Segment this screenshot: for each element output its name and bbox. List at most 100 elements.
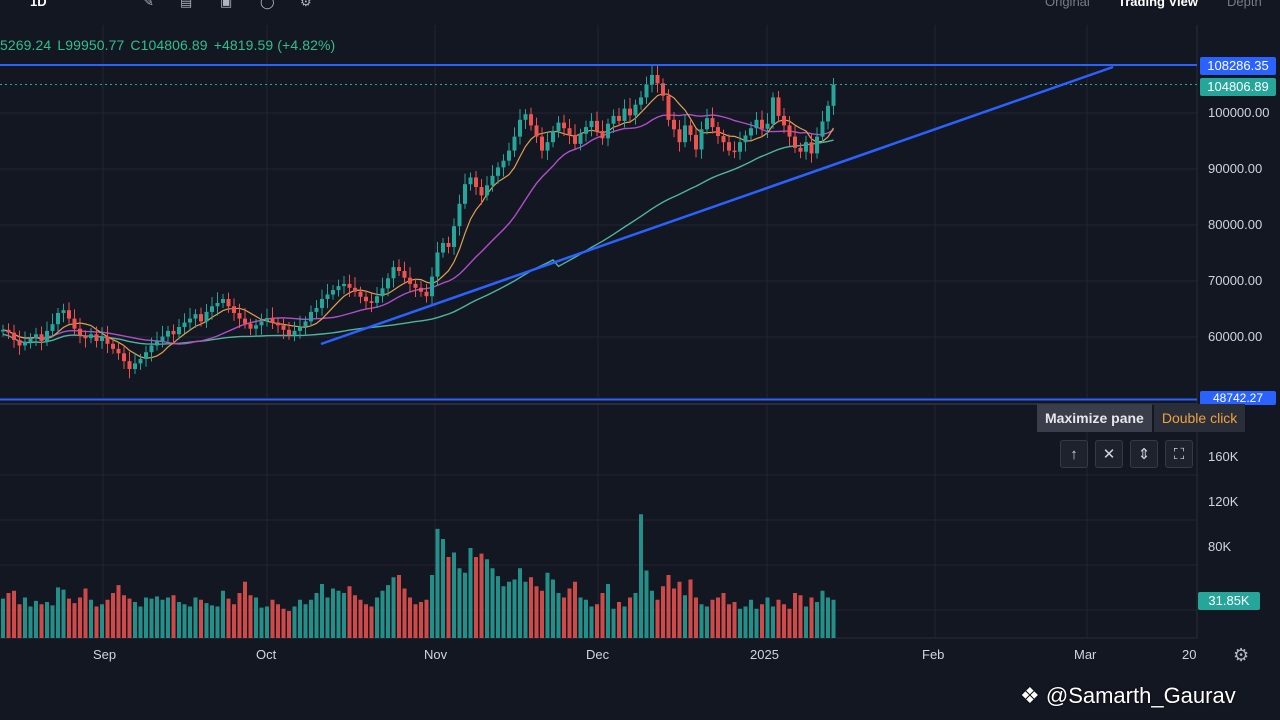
volume-bar	[655, 599, 660, 638]
tab-original[interactable]: Original	[1045, 0, 1090, 9]
volume-bar	[424, 599, 429, 638]
candle-body	[171, 330, 176, 335]
candle-body	[160, 336, 165, 342]
volume-bar	[562, 597, 566, 638]
ascending-trendline	[320, 65, 1114, 346]
candle-body	[287, 329, 291, 335]
interval-button[interactable]: 1D	[30, 0, 47, 9]
candle-body	[353, 287, 357, 292]
volume-bar	[474, 557, 478, 638]
candle-body	[633, 104, 638, 116]
candle-body	[782, 115, 786, 126]
volume-bar	[787, 608, 792, 638]
candle-body	[765, 123, 770, 129]
volume-bar	[281, 608, 286, 638]
candle-body	[386, 278, 390, 289]
candle-body	[12, 332, 16, 340]
volume-bar	[127, 598, 132, 638]
volume-bar	[468, 548, 473, 638]
candle-body	[380, 288, 385, 297]
volume-bar	[666, 575, 671, 638]
candle-body	[666, 95, 671, 120]
candle-body	[672, 119, 676, 130]
volume-bar	[551, 579, 555, 638]
candle-body	[683, 125, 687, 143]
candle-body	[325, 294, 330, 300]
volume-bar	[683, 595, 687, 638]
volume-label: 80K	[1208, 539, 1232, 554]
collapse-pane-button[interactable]: ⇕	[1130, 440, 1158, 468]
volume-bar	[12, 590, 16, 638]
volume-bar	[100, 604, 104, 638]
candle-body	[188, 318, 192, 323]
volume-bar	[270, 599, 275, 638]
volume-bar	[248, 595, 253, 638]
alert-icon[interactable]: ◯	[260, 0, 275, 9]
volume-bar	[232, 604, 236, 638]
volume-bar	[320, 584, 324, 638]
ohlc-close: C104806.89	[130, 37, 208, 53]
candle-body	[276, 322, 280, 326]
candle-body	[699, 129, 704, 150]
volume-bar	[276, 604, 280, 638]
candle-body	[485, 185, 489, 196]
price-tag-resistance: 108286.35	[1200, 57, 1276, 75]
tab-depth[interactable]: Depth	[1227, 0, 1262, 9]
candle-body	[50, 324, 55, 331]
chart-settings-gear-icon[interactable]: ⚙	[1233, 645, 1250, 665]
candle-body	[221, 299, 225, 303]
candle-body	[490, 175, 495, 186]
price-label: 60000.00	[1208, 329, 1263, 344]
candle-body	[809, 142, 814, 154]
candle-body	[628, 108, 632, 116]
volume-bar	[397, 575, 401, 638]
time-label: Sep	[93, 647, 117, 662]
candle-body	[468, 177, 473, 185]
maximize-pane-button[interactable]: ⛶	[1165, 440, 1193, 468]
candle-body	[1, 329, 5, 332]
candle-body	[127, 361, 132, 370]
volume-bar	[628, 597, 632, 638]
time-label: Mar	[1074, 647, 1097, 662]
volume-bar	[204, 603, 209, 638]
volume-bar	[831, 599, 836, 638]
close-pane-button[interactable]: ✕	[1095, 440, 1123, 468]
volume-bar	[259, 607, 264, 638]
volume-bar	[188, 606, 192, 638]
indicator-icon[interactable]: ▤	[180, 0, 193, 9]
tab-trading-view[interactable]: Trading View	[1118, 0, 1198, 9]
volume-bar	[336, 590, 341, 638]
candle-body	[556, 122, 561, 132]
move-pane-up-button[interactable]: ↑	[1060, 440, 1088, 468]
candle-body	[265, 318, 269, 322]
volume-bar	[402, 588, 407, 638]
volume-bar	[611, 608, 616, 638]
candle-body	[611, 115, 616, 124]
candle-body	[567, 128, 572, 135]
tooltip-label: Maximize pane	[1037, 404, 1152, 432]
price-tag-support: 48742.27	[1200, 391, 1276, 405]
candle-body	[424, 291, 429, 297]
volume-bar	[309, 599, 313, 638]
volume-bar	[820, 590, 825, 638]
volume-bar	[771, 606, 775, 638]
volume-bar	[512, 579, 517, 638]
volume-bar	[677, 581, 682, 638]
settings-icon[interactable]: ⚙	[300, 0, 312, 9]
candle-body	[820, 121, 825, 137]
candle-body	[270, 318, 275, 323]
candle-body	[89, 334, 93, 339]
volume-bar	[534, 586, 539, 638]
candle-body	[413, 283, 418, 288]
tooltip-hint: Double click	[1153, 404, 1246, 432]
volume-bar	[6, 593, 11, 638]
volume-bar	[452, 552, 456, 638]
candle-body	[430, 276, 434, 297]
volume-bar	[34, 600, 38, 638]
candle-body	[56, 313, 60, 325]
snapshot-icon[interactable]: ▣	[220, 0, 233, 9]
candle-body	[226, 299, 231, 307]
candle-body	[100, 336, 104, 342]
line-tool-icon[interactable]: ✎	[143, 0, 154, 9]
